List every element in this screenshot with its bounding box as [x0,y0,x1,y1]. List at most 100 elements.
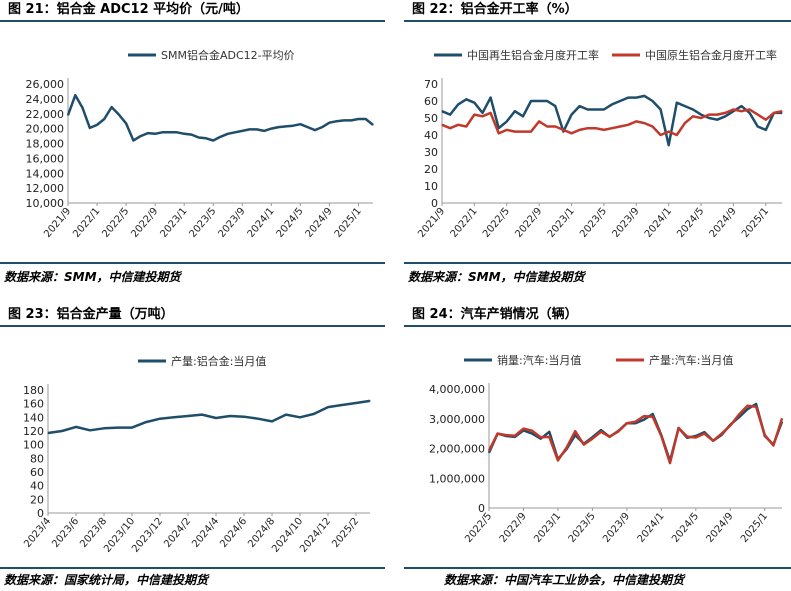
data-point [627,124,629,126]
x-tick-label: 2024/9 [304,206,335,240]
x-tick-label: 2024/2 [162,516,193,550]
data-point [498,127,500,129]
y-tick-label: 16,000 [26,152,65,165]
data-point [183,133,185,135]
legend-label: 产量:铝合金:当月值 [171,354,266,368]
data-point [257,418,259,420]
x-tick-label: 2022/9 [513,206,544,240]
data-point [749,112,751,114]
data-point [703,433,706,435]
data-point [369,400,371,402]
panel-fig24: 图 24：汽车产销情况（辆） 0 1,000,000 2,000,000 3,000,… [404,305,791,591]
data-point [626,422,628,424]
data-point [256,128,258,130]
data-point [198,136,200,139]
data-point [229,415,231,417]
data-point [538,100,540,102]
data-point [125,122,127,125]
data-point [570,114,573,116]
y-tick-label: 1,000,000 [429,472,485,485]
y-tick-label: 14,000 [26,167,65,180]
data-point [522,427,525,430]
data-point [118,113,120,116]
x-tick-label: 2023/4 [22,516,53,550]
source-note: 数据来源：国家统计局，中信建投期货 [4,573,209,587]
data-point [686,436,688,438]
data-point [81,107,84,109]
data-point [449,127,451,129]
x-tick-label: 2024/9 [705,511,736,545]
data-point [176,131,178,133]
data-point [684,122,686,124]
data-point [271,420,273,423]
x-tick-label: 2023/1 [546,206,577,240]
legend-label: SMM铝合金ADC12-平均价 [161,48,295,62]
y-tick-label: 2,000,000 [429,443,485,456]
x-tick-label: 2022/5 [463,511,494,545]
data-point [159,418,161,420]
data-point [611,127,613,129]
data-point [506,129,508,131]
data-point [643,415,645,417]
x-tick-label: 2024/5 [670,511,701,545]
data-point [587,127,589,129]
source-note: 数据来源：SMM，中信建投期货 [4,270,181,284]
chart-alloy-output: 0204060801001201401601802023/42023/62023… [22,354,371,555]
x-tick-label: 2023/1 [532,511,563,545]
data-point [110,106,113,108]
data-point [201,414,203,416]
data-point [603,129,605,131]
data-point [695,436,697,439]
data-point [234,131,236,133]
panel-title: 图 21：铝合金 ADC12 平均价（元/吨） [0,0,385,22]
data-point [215,417,217,419]
data-point [530,100,532,102]
x-tick-label: 2024/6 [218,516,249,550]
x-tick-label: 2023/9 [611,206,642,240]
y-tick-label: 60 [424,95,438,108]
panel-fig23: 图 23：铝合金产量（万吨） 0 20 40 60 80 100 120 140 160 180 2… [0,305,385,591]
data-point [716,119,718,121]
data-point [721,433,723,435]
legend-label: 中国原生铝合金月度开工率 [645,48,777,62]
data-point [587,108,589,111]
data-point [514,435,516,437]
y-tick-label: 40 [424,129,438,142]
data-point [708,117,710,119]
data-point [765,119,767,121]
figure-title: 图 23：铝合金产量（万吨） [8,307,174,322]
data-point [755,406,757,408]
data-point [161,131,164,133]
data-point [365,118,367,120]
data-point [781,417,783,420]
data-point [473,102,475,104]
data-point [341,404,343,406]
series-line-1 [47,399,371,435]
figure-title: 图 24：汽车产销情况（辆） [412,307,578,322]
data-point [89,127,91,129]
y-tick-label: 20,000 [26,123,65,136]
data-point [488,449,490,452]
data-point [772,444,774,447]
data-point [506,120,508,122]
data-point [749,108,751,111]
data-point [522,131,524,133]
source-note: 数据来源：SMM，中信建投期货 [408,270,585,284]
data-point [659,108,662,111]
data-point [574,430,576,432]
data-point [248,128,251,130]
panel-title: 图 24：汽车产销情况（辆） [404,305,791,327]
data-point [676,134,678,136]
data-point [746,408,749,410]
x-tick-label: 2025/1 [333,206,364,240]
data-point [652,413,654,415]
data-point [538,120,540,122]
data-point [321,126,323,128]
data-point [75,426,77,428]
data-point [154,133,156,135]
y-tick-label: 3,000,000 [429,413,485,426]
data-point [481,112,484,114]
data-point [372,124,374,126]
data-point [643,419,645,421]
